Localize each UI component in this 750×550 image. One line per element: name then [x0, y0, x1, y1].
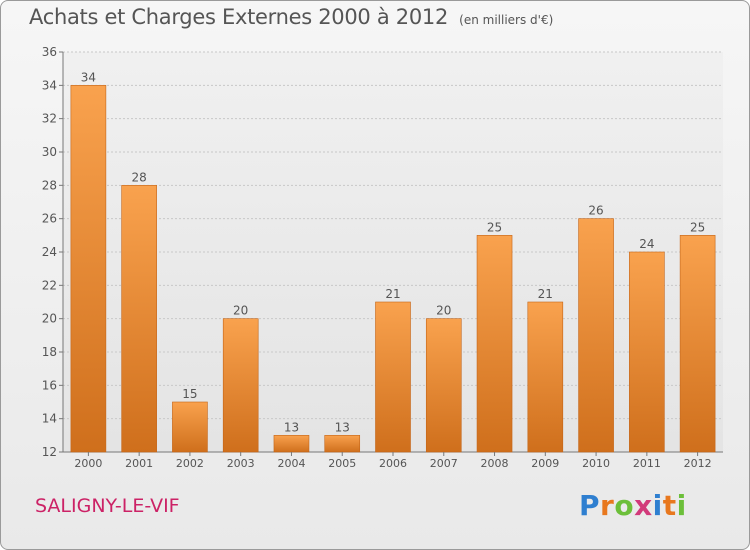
bar	[578, 218, 614, 453]
logo-letter: x	[634, 489, 653, 522]
y-tick-label: 20	[42, 312, 57, 326]
bar	[222, 318, 259, 453]
chart-title: Achats et Charges Externes 2000 à 2012	[29, 5, 449, 29]
bar	[121, 185, 157, 453]
bar	[476, 235, 513, 453]
chart-title-row: Achats et Charges Externes 2000 à 2012 (…	[29, 5, 553, 29]
bar	[629, 251, 665, 453]
y-tick-label: 30	[42, 145, 57, 159]
y-tick-label: 28	[42, 178, 57, 192]
y-tick-label: 18	[42, 345, 57, 359]
x-tick-label: 2011	[633, 457, 661, 470]
data-label: 13	[284, 420, 299, 434]
x-tick-label: 2008	[481, 457, 509, 470]
y-tick-label: 16	[42, 378, 57, 392]
data-label: 21	[538, 287, 553, 301]
x-tick-label: 2001	[125, 457, 153, 470]
logo-letter: i	[652, 489, 663, 522]
y-tick-label: 22	[42, 278, 57, 292]
x-tick-label: 2007	[430, 457, 458, 470]
bar	[527, 301, 564, 453]
y-tick-label: 36	[42, 45, 57, 59]
proxiti-logo: Proxiti	[579, 489, 687, 522]
x-tick-label: 2004	[277, 457, 305, 470]
logo-letter: t	[662, 489, 677, 522]
y-tick-label: 26	[42, 212, 57, 226]
data-label: 25	[487, 220, 502, 234]
data-label: 24	[639, 237, 654, 251]
chart-unit: (en milliers d'€)	[459, 13, 554, 27]
bar	[70, 85, 107, 453]
data-label: 34	[81, 70, 96, 84]
y-tick-label: 32	[42, 112, 57, 126]
x-tick-label: 2006	[379, 457, 407, 470]
data-label: 13	[335, 420, 350, 434]
x-tick-label: 2003	[227, 457, 255, 470]
x-tick-label: 2010	[582, 457, 610, 470]
data-label: 21	[385, 287, 400, 301]
x-tick-label: 2005	[328, 457, 356, 470]
bar	[273, 435, 310, 453]
data-label: 20	[233, 304, 248, 318]
data-label: 25	[690, 220, 705, 234]
data-label: 15	[182, 387, 197, 401]
y-tick-label: 34	[42, 78, 57, 92]
commune-name: SALIGNY-LE-VIF	[35, 495, 180, 517]
y-tick-label: 24	[42, 245, 57, 259]
logo-letter: r	[600, 489, 615, 522]
x-tick-label: 2009	[531, 457, 559, 470]
bar	[172, 401, 208, 453]
x-tick-label: 2012	[684, 457, 712, 470]
logo-letter: o	[614, 489, 635, 522]
bar	[679, 235, 716, 453]
data-label: 20	[436, 304, 451, 318]
data-label: 26	[588, 204, 603, 218]
logo-letter: P	[579, 489, 601, 522]
y-tick-label: 12	[42, 445, 57, 459]
data-label: 28	[132, 170, 147, 184]
bar	[324, 435, 361, 453]
logo-letter: i	[676, 489, 687, 522]
bar	[425, 318, 462, 453]
x-tick-label: 2000	[74, 457, 102, 470]
x-tick-label: 2002	[176, 457, 204, 470]
y-tick-label: 14	[42, 412, 57, 426]
bar	[375, 301, 411, 453]
